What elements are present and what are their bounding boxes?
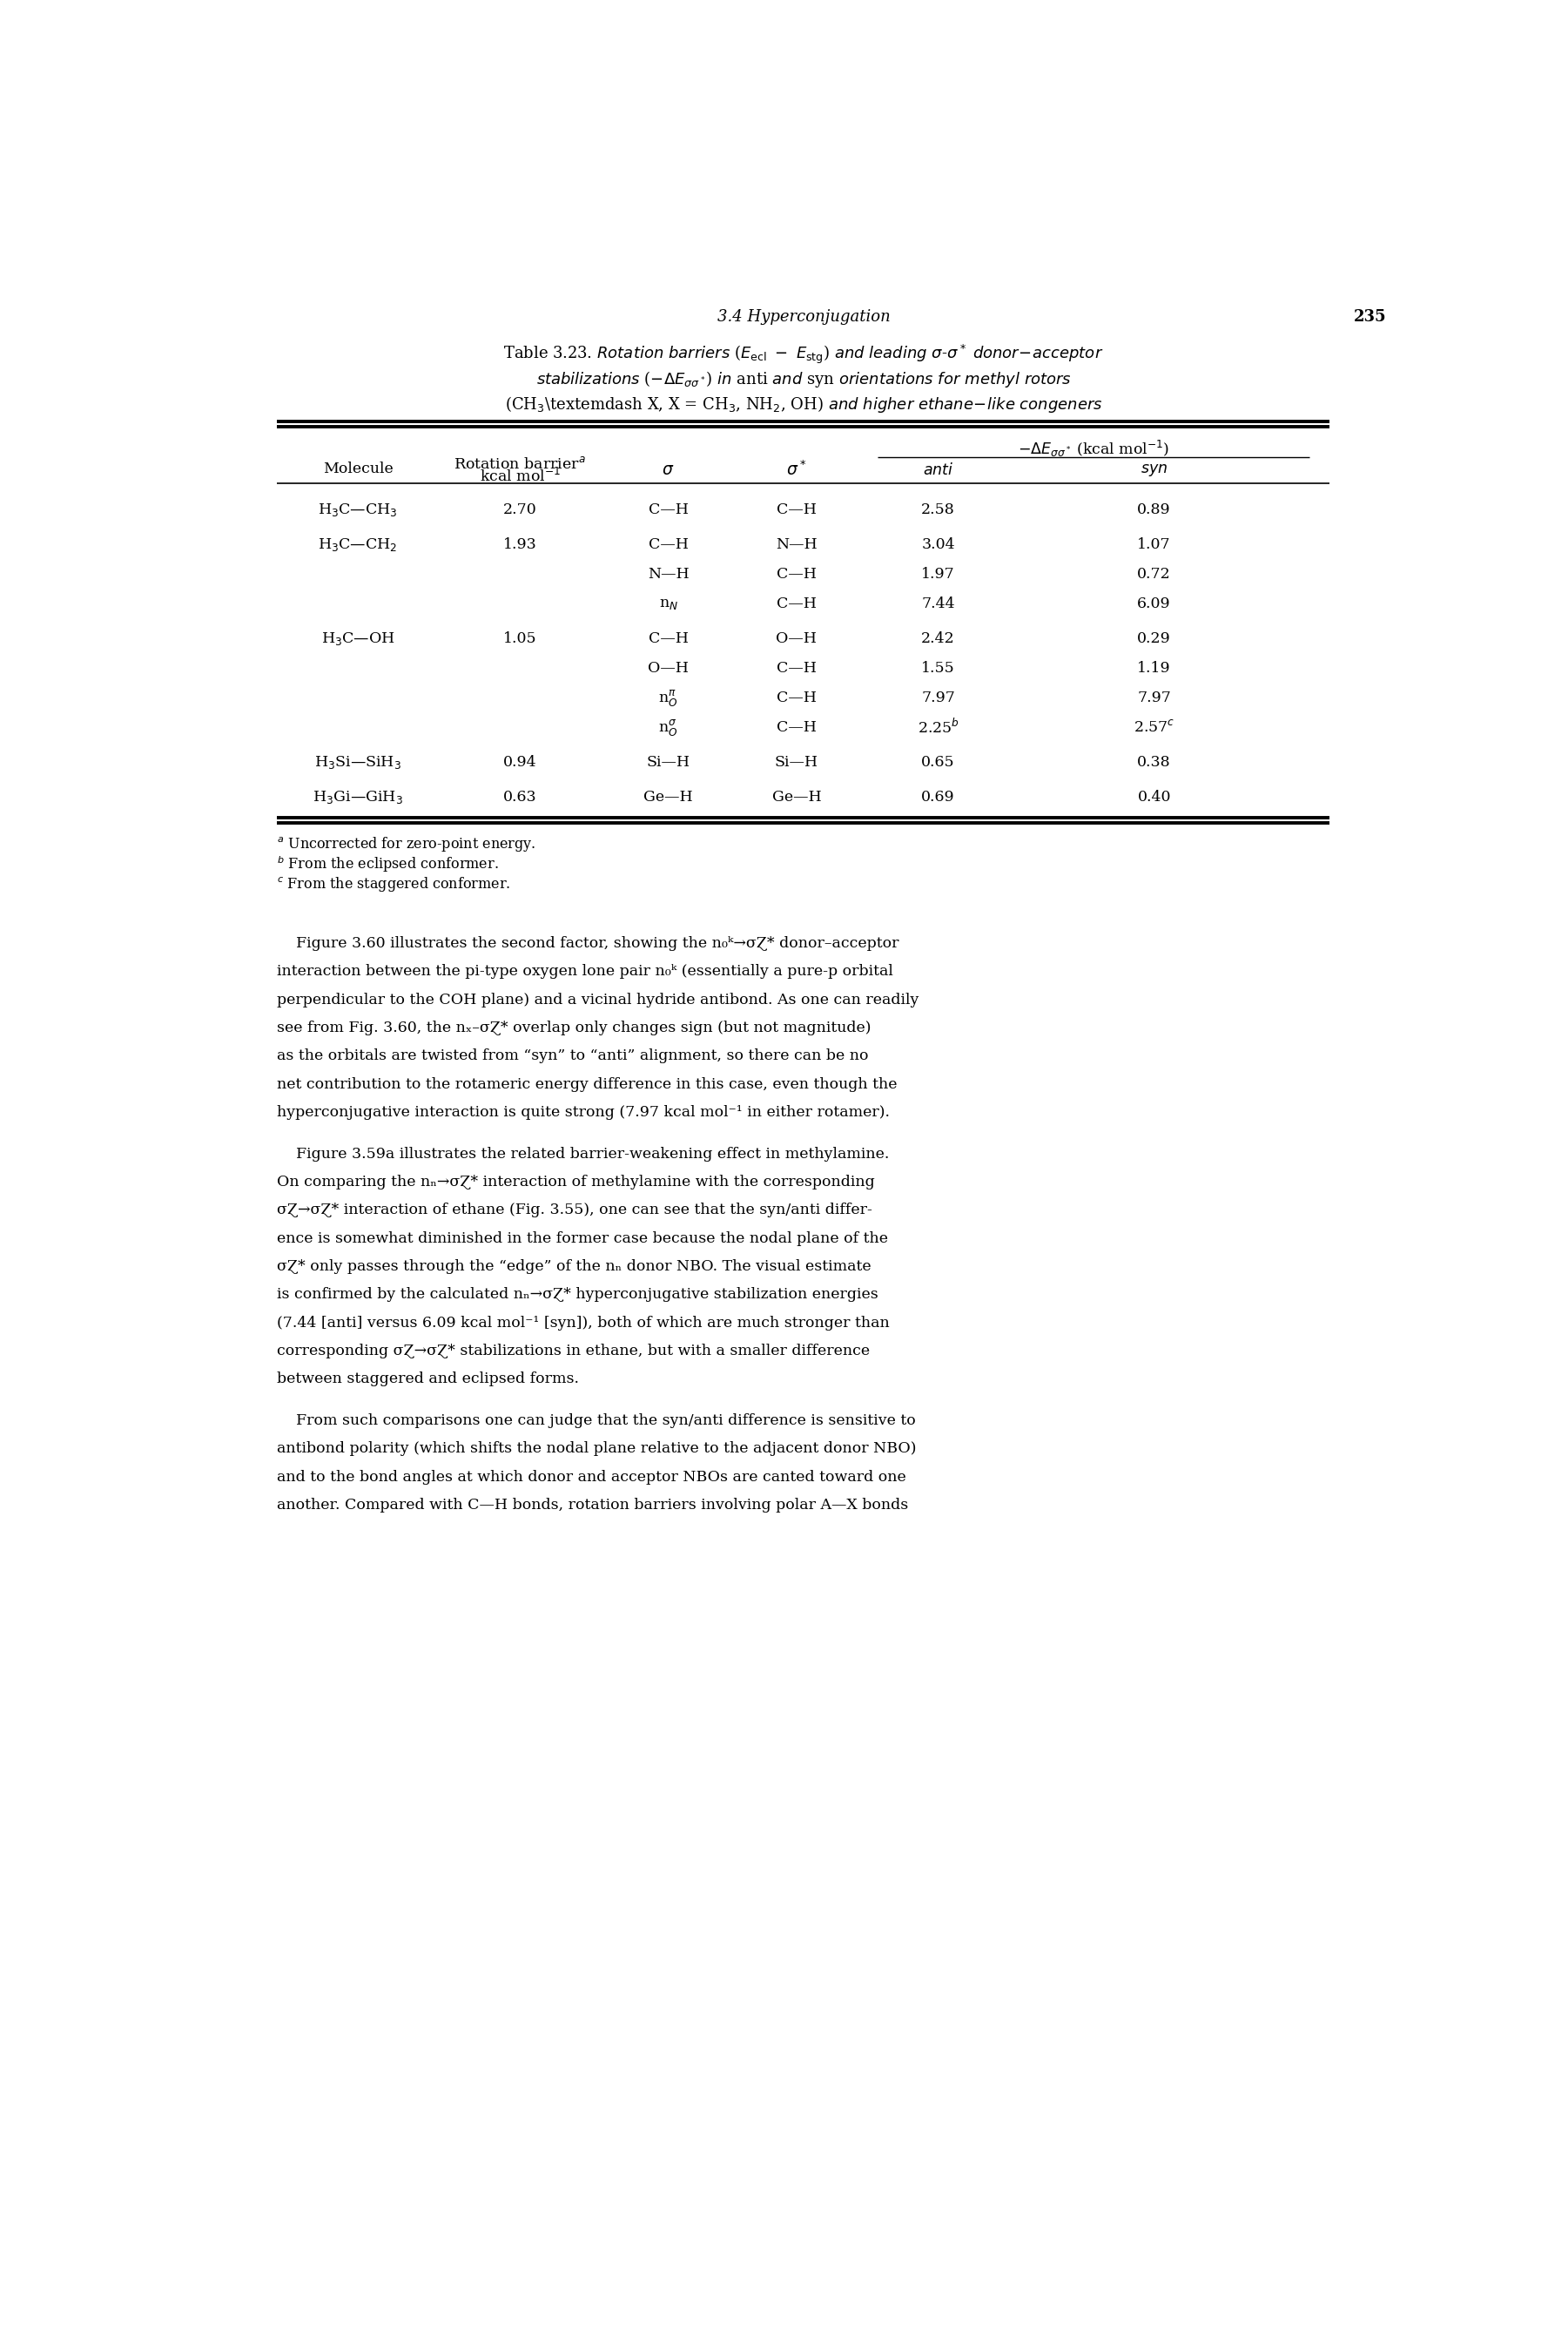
Text: $^b$ From the eclipsed conformer.: $^b$ From the eclipsed conformer. bbox=[278, 854, 499, 875]
Text: 3.4 Hyperconjugation: 3.4 Hyperconjugation bbox=[717, 308, 891, 325]
Text: H$_3$C—CH$_3$: H$_3$C—CH$_3$ bbox=[318, 501, 398, 517]
Text: Figure 3.59a illustrates the related barrier-weakening effect in methylamine.: Figure 3.59a illustrates the related bar… bbox=[278, 1145, 889, 1162]
Text: 2.70: 2.70 bbox=[503, 503, 536, 517]
Text: Molecule: Molecule bbox=[323, 461, 394, 475]
Text: H$_3$Si—SiH$_3$: H$_3$Si—SiH$_3$ bbox=[315, 755, 401, 771]
Text: 3.04: 3.04 bbox=[922, 539, 955, 553]
Text: C—H: C—H bbox=[776, 567, 817, 581]
Text: 0.29: 0.29 bbox=[1137, 633, 1171, 647]
Text: 0.63: 0.63 bbox=[503, 790, 536, 804]
Text: Table 3.23. $\it{Rotation\ barriers}$ ($E_\mathrm{ecl}\ -\ E_\mathrm{stg}$) $\it: Table 3.23. $\it{Rotation\ barriers}$ ($… bbox=[503, 343, 1104, 367]
Text: C—H: C—H bbox=[776, 720, 817, 734]
Text: $-\Delta E_{\sigma\sigma^*}$ (kcal mol$^{-1}$): $-\Delta E_{\sigma\sigma^*}$ (kcal mol$^… bbox=[1018, 437, 1170, 459]
Text: C—H: C—H bbox=[648, 539, 688, 553]
Text: 7.44: 7.44 bbox=[922, 597, 955, 612]
Text: Figure 3.60 illustrates the second factor, showing the n₀ᵏ→σⱿ* donor–acceptor: Figure 3.60 illustrates the second facto… bbox=[278, 936, 898, 950]
Text: kcal mol$^{-1}$: kcal mol$^{-1}$ bbox=[480, 468, 560, 485]
Text: (CH$_3$\textemdash X, X = CH$_3$, NH$_2$, OH) $\it{and\ higher\ ethane\!-\!like\: (CH$_3$\textemdash X, X = CH$_3$, NH$_2$… bbox=[505, 395, 1102, 414]
Text: 6.09: 6.09 bbox=[1137, 597, 1171, 612]
Text: (7.44 [anti] versus 6.09 kcal mol⁻¹ [syn]), both of which are much stronger than: (7.44 [anti] versus 6.09 kcal mol⁻¹ [syn… bbox=[278, 1315, 889, 1331]
Text: as the orbitals are twisted from “syn” to “anti” alignment, so there can be no: as the orbitals are twisted from “syn” t… bbox=[278, 1049, 869, 1063]
Text: antibond polarity (which shifts the nodal plane relative to the adjacent donor N: antibond polarity (which shifts the noda… bbox=[278, 1442, 916, 1456]
Text: C—H: C—H bbox=[776, 597, 817, 612]
Text: 2.58: 2.58 bbox=[922, 503, 955, 517]
Text: σⱿ* only passes through the “edge” of the nₙ donor NBO. The visual estimate: σⱿ* only passes through the “edge” of th… bbox=[278, 1258, 872, 1275]
Text: 0.89: 0.89 bbox=[1137, 503, 1171, 517]
Text: perpendicular to the COH plane) and a vicinal hydride antibond. As one can readi: perpendicular to the COH plane) and a vi… bbox=[278, 993, 919, 1007]
Text: 2.42: 2.42 bbox=[922, 633, 955, 647]
Text: H$_3$Gi—GiH$_3$: H$_3$Gi—GiH$_3$ bbox=[312, 788, 403, 804]
Text: $\sigma^*$: $\sigma^*$ bbox=[786, 461, 808, 480]
Text: n$_N$: n$_N$ bbox=[659, 597, 677, 612]
Text: 1.19: 1.19 bbox=[1137, 661, 1171, 675]
Text: H$_3$C—CH$_2$: H$_3$C—CH$_2$ bbox=[318, 536, 398, 553]
Text: 0.72: 0.72 bbox=[1137, 567, 1171, 581]
Text: 7.97: 7.97 bbox=[1137, 691, 1171, 706]
Text: n$_O^{\sigma}$: n$_O^{\sigma}$ bbox=[659, 717, 677, 739]
Text: 1.97: 1.97 bbox=[922, 567, 955, 581]
Text: N—H: N—H bbox=[776, 539, 817, 553]
Text: 0.38: 0.38 bbox=[1137, 755, 1171, 769]
Text: $^a$ Uncorrected for zero-point energy.: $^a$ Uncorrected for zero-point energy. bbox=[278, 835, 536, 854]
Text: N—H: N—H bbox=[648, 567, 688, 581]
Text: $\it{syn}$: $\it{syn}$ bbox=[1140, 461, 1168, 477]
Text: O—H: O—H bbox=[648, 661, 688, 675]
Text: $\it{anti}$: $\it{anti}$ bbox=[924, 461, 953, 477]
Text: 235: 235 bbox=[1353, 308, 1386, 325]
Text: 1.05: 1.05 bbox=[503, 633, 536, 647]
Text: On comparing the nₙ→σⱿ* interaction of methylamine with the corresponding: On comparing the nₙ→σⱿ* interaction of m… bbox=[278, 1174, 875, 1190]
Text: 0.65: 0.65 bbox=[922, 755, 955, 769]
Text: 1.07: 1.07 bbox=[1137, 539, 1171, 553]
Text: C—H: C—H bbox=[776, 661, 817, 675]
Text: 1.55: 1.55 bbox=[922, 661, 955, 675]
Text: interaction between the pi-type oxygen lone pair n₀ᵏ (essentially a pure-p orbit: interaction between the pi-type oxygen l… bbox=[278, 964, 894, 978]
Text: Ge—H: Ge—H bbox=[771, 790, 822, 804]
Text: 1.93: 1.93 bbox=[503, 539, 536, 553]
Text: $\sigma$: $\sigma$ bbox=[662, 461, 674, 477]
Text: C—H: C—H bbox=[648, 633, 688, 647]
Text: 2.57$^c$: 2.57$^c$ bbox=[1134, 720, 1174, 736]
Text: C—H: C—H bbox=[648, 503, 688, 517]
Text: H$_3$C—OH: H$_3$C—OH bbox=[321, 630, 395, 647]
Text: Si—H: Si—H bbox=[646, 755, 690, 769]
Text: between staggered and eclipsed forms.: between staggered and eclipsed forms. bbox=[278, 1371, 579, 1388]
Text: ence is somewhat diminished in the former case because the nodal plane of the: ence is somewhat diminished in the forme… bbox=[278, 1230, 887, 1247]
Text: see from Fig. 3.60, the nₓ–σⱿ* overlap only changes sign (but not magnitude): see from Fig. 3.60, the nₓ–σⱿ* overlap o… bbox=[278, 1021, 872, 1035]
Text: corresponding σⱿ→σⱿ* stabilizations in ethane, but with a smaller difference: corresponding σⱿ→σⱿ* stabilizations in e… bbox=[278, 1343, 870, 1359]
Text: n$_O^{\pi}$: n$_O^{\pi}$ bbox=[659, 687, 677, 708]
Text: $\it{stabilizations}$ ($-\Delta E_{\sigma\sigma^*}$) $\it{in}$ anti $\it{and}$ s: $\it{stabilizations}$ ($-\Delta E_{\sigm… bbox=[536, 369, 1071, 390]
Text: 0.94: 0.94 bbox=[503, 755, 536, 769]
Text: Ge—H: Ge—H bbox=[643, 790, 693, 804]
Text: O—H: O—H bbox=[776, 633, 817, 647]
Text: is confirmed by the calculated nₙ→σⱿ* hyperconjugative stabilization energies: is confirmed by the calculated nₙ→σⱿ* hy… bbox=[278, 1287, 878, 1303]
Text: σⱿ→σⱿ* interaction of ethane (Fig. 3.55), one can see that the syn/anti differ-: σⱿ→σⱿ* interaction of ethane (Fig. 3.55)… bbox=[278, 1202, 872, 1218]
Text: and to the bond angles at which donor and acceptor NBOs are canted toward one: and to the bond angles at which donor an… bbox=[278, 1470, 906, 1484]
Text: hyperconjugative interaction is quite strong (7.97 kcal mol⁻¹ in either rotamer): hyperconjugative interaction is quite st… bbox=[278, 1105, 891, 1120]
Text: $^c$ From the staggered conformer.: $^c$ From the staggered conformer. bbox=[278, 875, 511, 894]
Text: Si—H: Si—H bbox=[775, 755, 818, 769]
Text: 0.69: 0.69 bbox=[922, 790, 955, 804]
Text: C—H: C—H bbox=[776, 503, 817, 517]
Text: net contribution to the rotameric energy difference in this case, even though th: net contribution to the rotameric energy… bbox=[278, 1077, 897, 1091]
Text: From such comparisons one can judge that the syn/anti difference is sensitive to: From such comparisons one can judge that… bbox=[278, 1414, 916, 1428]
Text: Rotation barrier$^a$: Rotation barrier$^a$ bbox=[453, 456, 586, 473]
Text: 7.97: 7.97 bbox=[922, 691, 955, 706]
Text: another. Compared with C—H bonds, rotation barriers involving polar A—X bonds: another. Compared with C—H bonds, rotati… bbox=[278, 1498, 908, 1512]
Text: 2.25$^b$: 2.25$^b$ bbox=[917, 717, 960, 736]
Text: 0.40: 0.40 bbox=[1137, 790, 1171, 804]
Text: C—H: C—H bbox=[776, 691, 817, 706]
